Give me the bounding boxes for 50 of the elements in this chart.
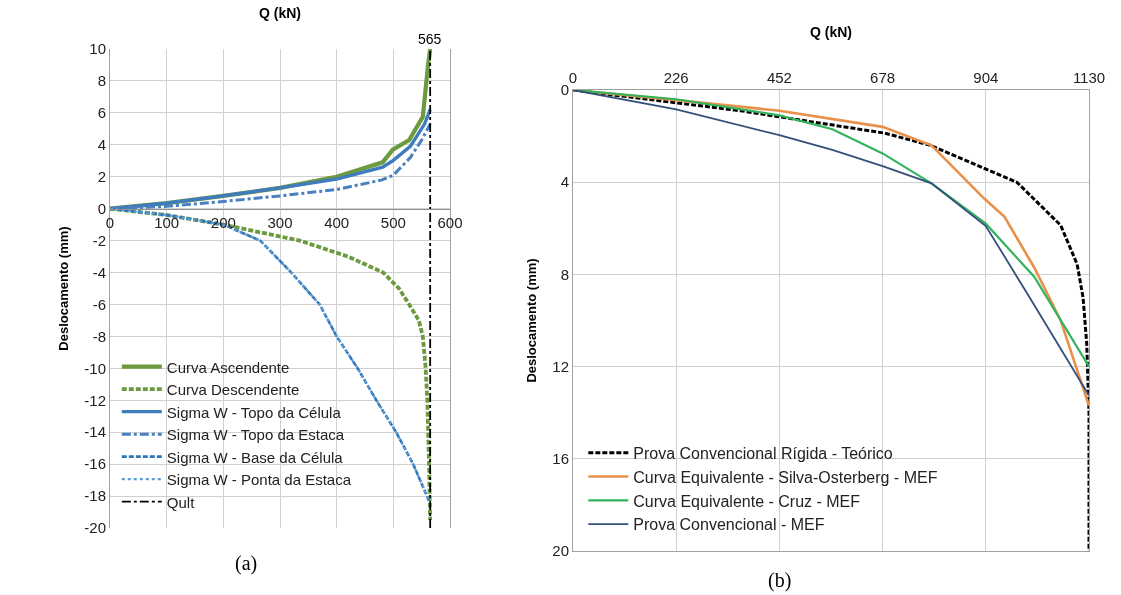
y-axis-title: Deslocamento (mm) xyxy=(56,226,72,351)
y-tick-label: -18 xyxy=(84,487,106,505)
y-tick-label: 0 xyxy=(97,199,106,217)
y-tick-label: 6 xyxy=(97,104,106,122)
x-tick-label: 400 xyxy=(324,213,350,231)
y-tick-label: -2 xyxy=(92,231,106,249)
y-tick-label: 12 xyxy=(552,357,569,375)
y-tick-label: 8 xyxy=(97,72,106,90)
y-tick-label: -20 xyxy=(84,519,106,537)
x-tick-label: 904 xyxy=(973,69,999,86)
x-tick-label: 300 xyxy=(267,213,293,231)
legend-label: Curva Equivalente - Cruz - MEF xyxy=(633,492,861,510)
y-tick-label: -16 xyxy=(84,455,106,473)
legend-label: Qult xyxy=(166,493,196,511)
legend-label: Curva Descendente xyxy=(166,381,300,399)
y-tick-label: -12 xyxy=(84,391,106,409)
y-tick-label: -10 xyxy=(84,359,106,377)
y-tick-label: -4 xyxy=(92,263,106,281)
x-tick-label: 678 xyxy=(870,69,896,86)
y-tick-label: 10 xyxy=(89,40,106,58)
legend-label: Sigma W - Ponta da Estaca xyxy=(166,471,352,489)
legend-label: Sigma W - Topo da Estaca xyxy=(166,426,345,444)
legend-label: Prova Convencional - MEF xyxy=(633,516,825,534)
x-axis-title: Q (kN) xyxy=(810,24,852,40)
y-axis-title: Deslocamento (mm) xyxy=(524,258,540,383)
y-tick-label: 4 xyxy=(97,136,106,154)
x-tick-label: 600 xyxy=(437,213,463,231)
text: (a) xyxy=(235,552,258,575)
x-axis-title: Q (kN) xyxy=(259,5,301,21)
y-tick-label: 4 xyxy=(560,173,569,191)
x-tick-label: 452 xyxy=(766,69,792,86)
legend-label: Sigma W - Base da Célula xyxy=(166,448,344,466)
legend-label: Curva Ascendente xyxy=(166,358,290,376)
annotation: 565 xyxy=(418,31,442,47)
y-tick-label: 8 xyxy=(560,265,569,283)
x-tick-label: 100 xyxy=(154,213,180,231)
y-tick-label: 20 xyxy=(552,542,569,560)
legend-label: Curva Equivalente - Silva-Osterberg - MEF xyxy=(633,468,938,486)
y-tick-label: -8 xyxy=(92,327,106,345)
y-tick-label: 2 xyxy=(97,167,106,185)
y-tick-label: 16 xyxy=(552,450,569,468)
legend-label: Sigma W - Topo da Célula xyxy=(166,403,342,421)
y-tick-label: -6 xyxy=(92,295,106,313)
x-tick-label: 226 xyxy=(663,69,689,86)
y-tick-label: 0 xyxy=(560,81,569,99)
legend-label: Prova Convencional Rígida - Teórico xyxy=(633,444,893,462)
x-tick-label: 500 xyxy=(380,213,406,231)
x-tick-label: 1130 xyxy=(1072,69,1106,86)
text: (b) xyxy=(768,569,792,592)
y-tick-label: -14 xyxy=(84,423,106,441)
